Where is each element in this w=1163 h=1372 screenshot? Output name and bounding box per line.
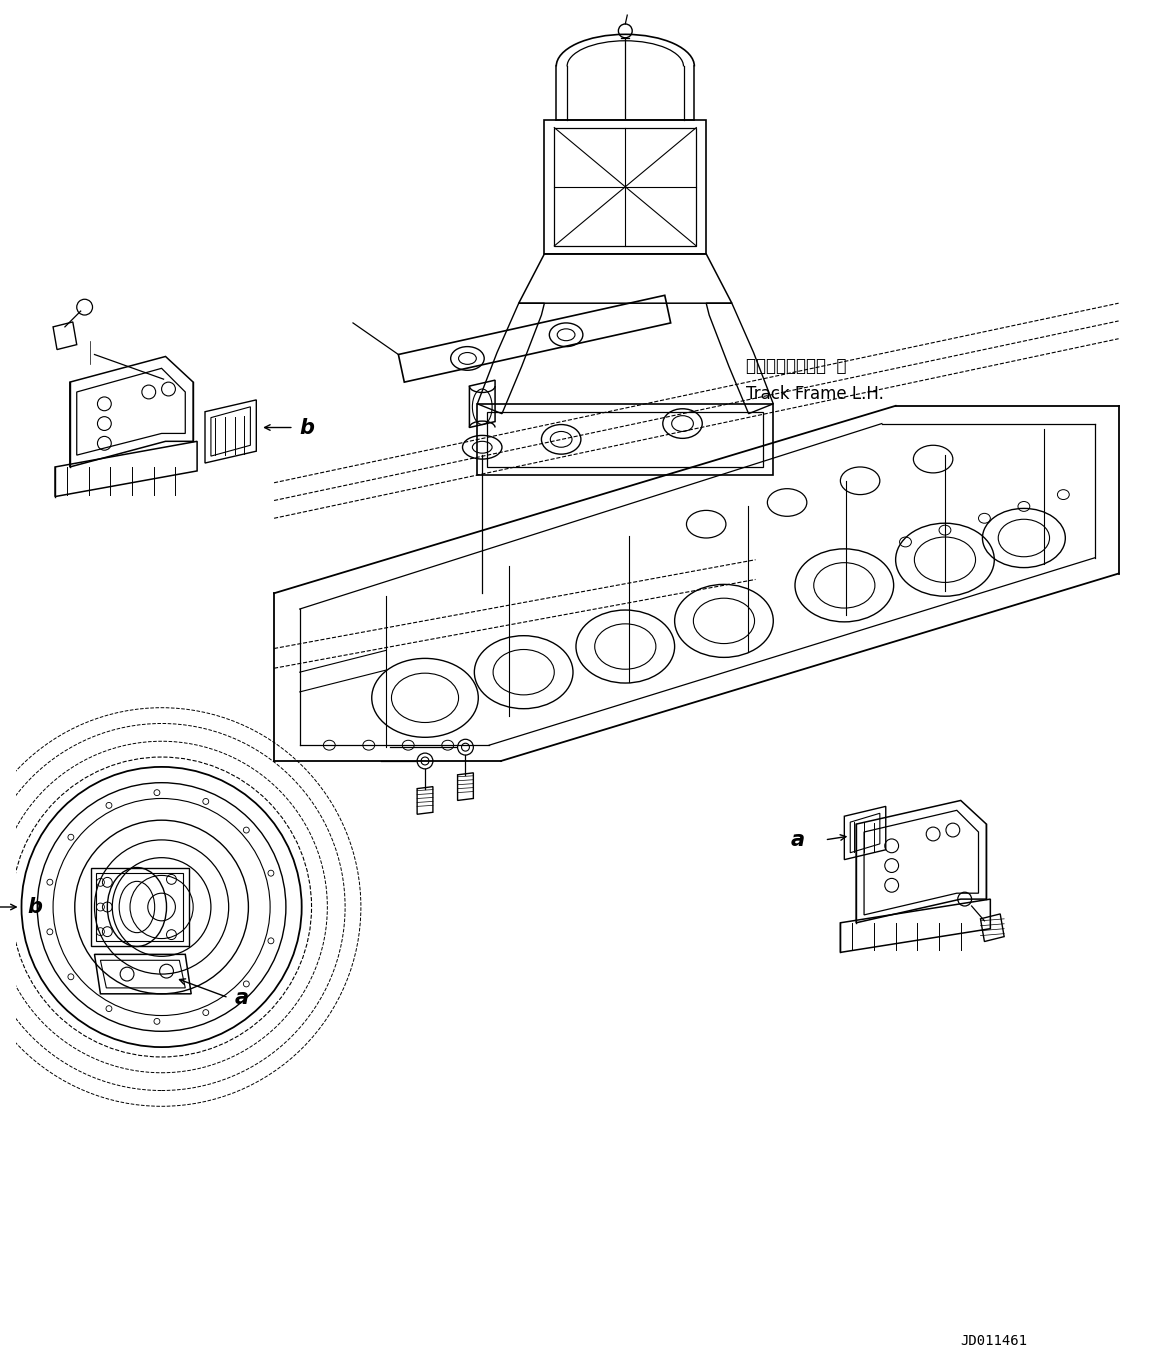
Text: b: b: [300, 417, 315, 438]
Text: b: b: [28, 897, 42, 916]
Text: トラックフレーム  左: トラックフレーム 左: [745, 357, 847, 376]
Text: a: a: [235, 988, 249, 1008]
Text: Track Frame L.H.: Track Frame L.H.: [745, 386, 884, 403]
Text: JD011461: JD011461: [961, 1334, 1028, 1349]
Text: a: a: [791, 830, 805, 849]
